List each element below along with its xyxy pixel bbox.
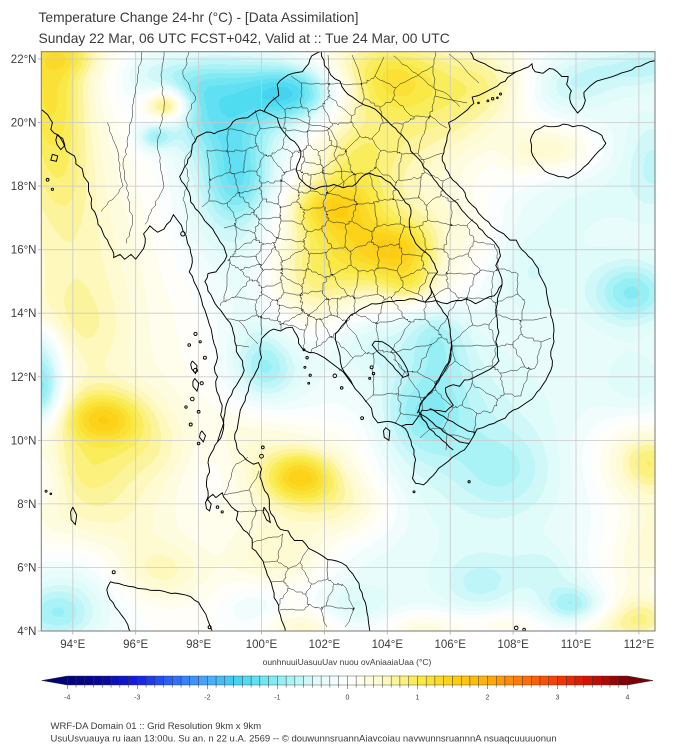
svg-text:104°E: 104°E (372, 639, 404, 651)
svg-text:8°N: 8°N (17, 499, 36, 511)
svg-text:0: 0 (345, 695, 349, 702)
svg-text:-4: -4 (64, 695, 70, 702)
svg-text:3: 3 (556, 695, 560, 702)
svg-text:-1: -1 (274, 695, 280, 702)
svg-text:ounhnuuiUasuuUav nuou ovAniaai: ounhnuuiUasuuUav nuou ovAniaaiaUaa (°C) (263, 657, 432, 667)
svg-text:22°N: 22°N (11, 54, 37, 66)
svg-text:2: 2 (486, 695, 490, 702)
svg-text:18°N: 18°N (11, 181, 37, 193)
svg-text:-2: -2 (204, 695, 210, 702)
svg-text:-3: -3 (134, 695, 140, 702)
svg-text:110°E: 110°E (561, 639, 592, 651)
svg-text:WRF-DA Domain 01 :: Grid Resol: WRF-DA Domain 01 :: Grid Resolution 9km … (51, 721, 262, 732)
svg-text:20°N: 20°N (11, 118, 37, 130)
svg-text:108°E: 108°E (497, 639, 529, 651)
svg-text:102°E: 102°E (309, 639, 341, 651)
svg-text:100°E: 100°E (246, 639, 278, 651)
svg-text:94°E: 94°E (60, 639, 85, 651)
svg-text:Temperature Change 24-hr (°C): Temperature Change 24-hr (°C) - [Data As… (39, 10, 359, 25)
svg-text:Sunday 22 Mar, 06 UTC FCST+042: Sunday 22 Mar, 06 UTC FCST+042, Valid at… (39, 31, 450, 46)
svg-text:10°N: 10°N (11, 435, 37, 447)
svg-text:96°E: 96°E (123, 639, 148, 651)
svg-text:1: 1 (415, 695, 419, 702)
svg-text:UsuUsvuauya ru iaan 13:00u. Su: UsuUsvuauya ru iaan 13:00u. Su an. n 22 … (51, 734, 557, 745)
svg-text:98°E: 98°E (186, 639, 211, 651)
svg-text:4°N: 4°N (17, 626, 36, 638)
svg-text:12°N: 12°N (11, 372, 37, 384)
svg-text:106°E: 106°E (434, 639, 466, 651)
svg-text:14°N: 14°N (11, 308, 37, 320)
svg-text:4: 4 (626, 695, 630, 702)
svg-text:112°E: 112°E (624, 639, 655, 651)
svg-text:6°N: 6°N (17, 563, 36, 575)
svg-text:16°N: 16°N (11, 245, 37, 257)
